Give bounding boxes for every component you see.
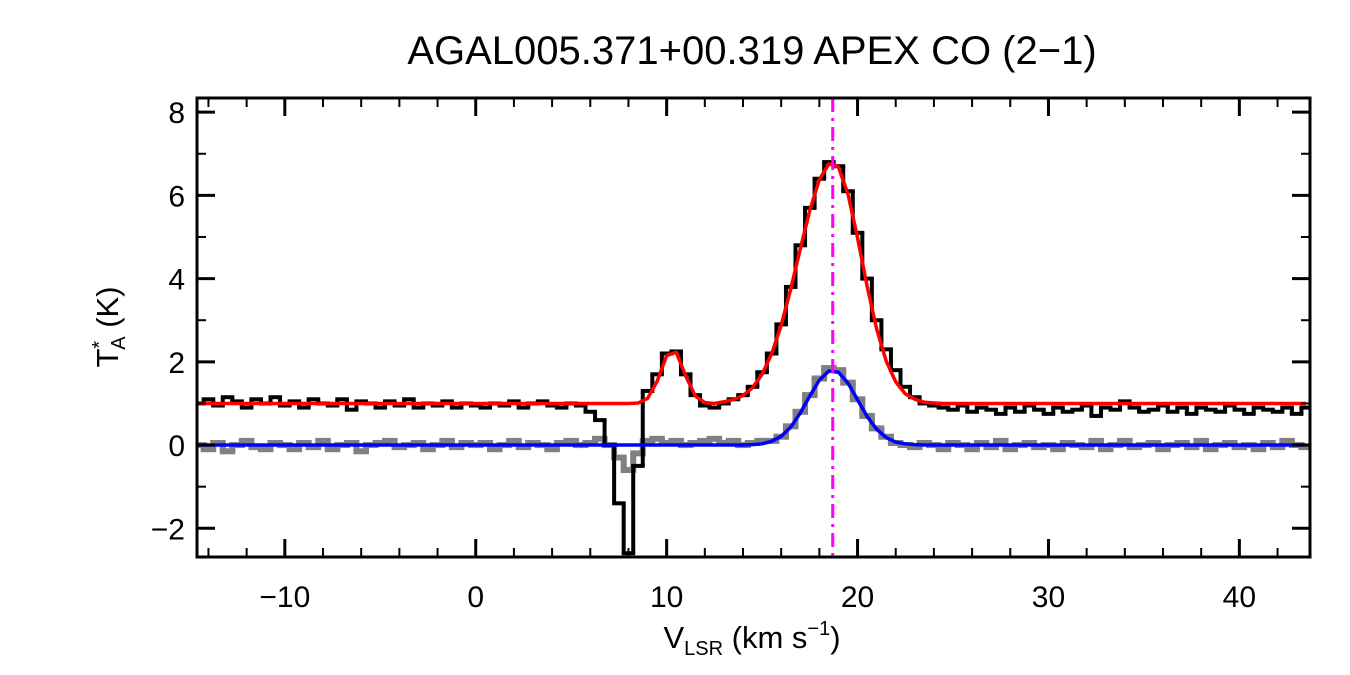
x-tick-label: 10 — [650, 581, 683, 614]
x-label-sub: LSR — [684, 638, 723, 660]
x-tick-label: 0 — [467, 581, 484, 614]
x-tick-label: 20 — [841, 581, 874, 614]
y-axis-label: T*A (K) — [89, 286, 130, 367]
y-tick-label: 2 — [168, 347, 185, 380]
x-label-end: ) — [830, 620, 840, 655]
y-label-end: (K) — [90, 286, 125, 336]
x-tick-label: −10 — [259, 581, 310, 614]
fit-line — [198, 161, 1307, 406]
x-tick-label: 40 — [1223, 581, 1256, 614]
plot-area: −10 0 10 20 30 40 −2 0 2 4 6 8 — [151, 96, 1312, 614]
x-tick-label: 30 — [1032, 581, 1065, 614]
x-label-sup: −1 — [807, 618, 830, 640]
x-label-main: V — [663, 620, 684, 655]
fit-line — [198, 369, 1307, 447]
y-tick-label: 6 — [168, 180, 185, 213]
y-label-sub: A — [108, 336, 130, 350]
y-tick-label: 0 — [168, 430, 185, 463]
chart-title: AGAL005.371+00.319 APEX CO (2−1) — [407, 29, 1096, 73]
x-axis-label: VLSR (km s−1) — [663, 618, 840, 660]
y-tick-label: 8 — [168, 97, 185, 130]
y-label-sup: * — [89, 341, 111, 349]
series-layer — [197, 98, 1310, 557]
y-tick-label: 4 — [168, 264, 185, 297]
x-label-mid: (km s — [723, 620, 807, 655]
y-tick-label: −2 — [151, 513, 185, 546]
y-label-main: T — [90, 349, 125, 368]
plot-frame — [195, 96, 1312, 559]
